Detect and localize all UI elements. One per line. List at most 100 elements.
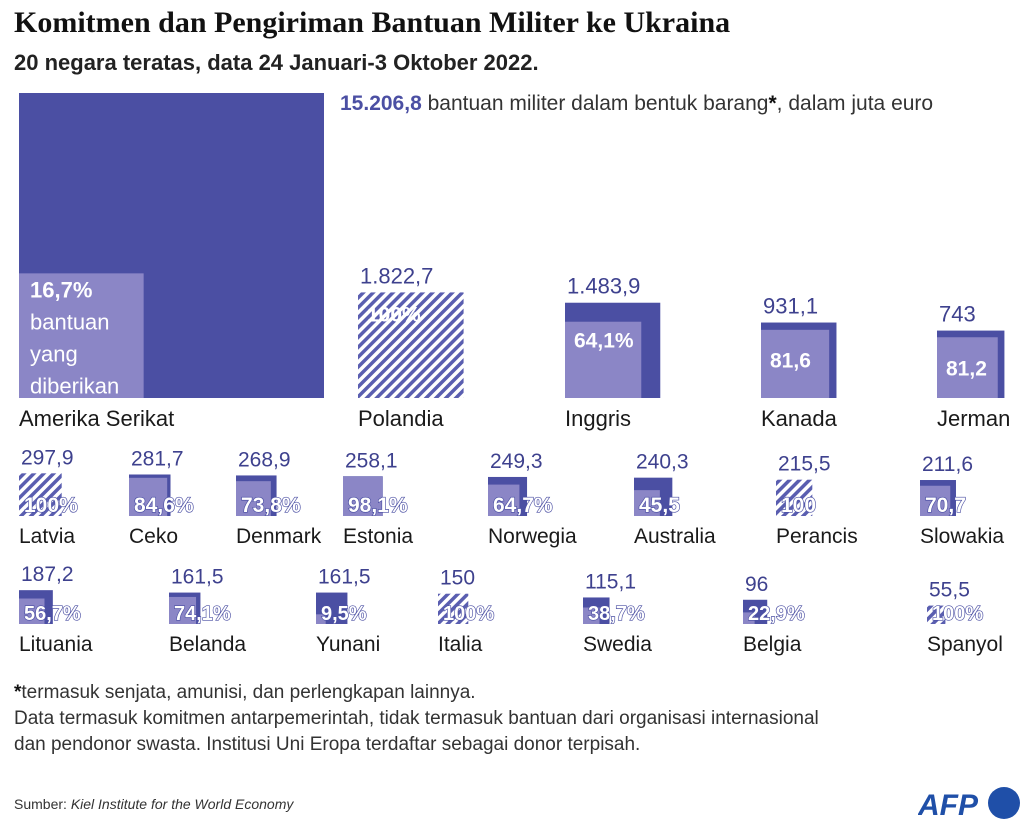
headline-text: bantuan militer dalam bentuk barang	[427, 92, 769, 115]
delivered-square	[743, 612, 755, 624]
country-yunani: 161,5 Yunani 9,5%	[316, 566, 380, 656]
country-name: Lituania	[19, 633, 93, 656]
delivered-pct-label: 84,6%	[134, 494, 194, 517]
country-belanda: 161,5 Belanda 74,1%	[169, 566, 246, 656]
country-name: Jerman	[937, 406, 1010, 431]
value-label: 96	[745, 573, 768, 596]
value-label: 211,6	[922, 453, 973, 476]
country-name: Latvia	[19, 525, 75, 548]
footnote-star: *	[14, 682, 22, 703]
delivered-pct-label: 64,1%	[574, 330, 634, 353]
value-label: 161,5	[171, 566, 224, 589]
delivered-square	[583, 607, 600, 624]
value-label: 268,9	[238, 448, 291, 471]
delivered-pct-label: 100	[781, 494, 816, 517]
country-inggris: 1.483,9 Inggris 64,1%	[565, 274, 661, 431]
delivered-note-word: yang	[30, 341, 78, 366]
country-italia: 150 Italia 100%	[438, 567, 495, 656]
country-lituania: 187,2 Lituania 56,7%	[19, 563, 93, 656]
value-label: 249,3	[490, 450, 543, 473]
delivered-square	[937, 337, 998, 398]
delivered-pct-label: 81,6	[770, 350, 811, 373]
country-spanyol: 55,5 Spanyol 100%	[927, 579, 1003, 656]
country-name: Estonia	[343, 525, 413, 548]
delivered-square	[565, 321, 642, 398]
delivered-pct-label: 98,1%	[348, 494, 408, 517]
delivered-pct-label: 73,8%	[241, 494, 301, 517]
delivered-pct-label: 74,1%	[174, 603, 231, 625]
value-label: 187,2	[21, 563, 74, 586]
country-latvia: 297,9 Latvia 100%	[19, 446, 79, 548]
afp-logo: AFP	[918, 787, 1020, 822]
delivered-pct-label: 81,2	[946, 358, 987, 381]
value-label: 1.822,7	[360, 263, 433, 288]
delivered-pct-label: 70,7	[925, 494, 966, 517]
aid-square-chart: Amerika Serikat 16,7% bantuan yang diberikan…	[19, 93, 1010, 656]
headline-star: *	[768, 92, 777, 115]
delivered-note-word: bantuan	[30, 309, 110, 334]
country-name: Kanada	[761, 406, 838, 431]
country-polandia: 1.822,7 Polandia 100%	[358, 263, 464, 431]
country-name: Italia	[438, 633, 483, 656]
delivered-square	[343, 476, 383, 516]
country-name: Belanda	[169, 633, 246, 656]
delivered-square	[634, 490, 660, 516]
value-label: 258,1	[345, 449, 398, 472]
delivered-pct-label: 64,7%	[493, 494, 553, 517]
country-name: Slowakia	[920, 525, 1004, 548]
committed-square	[927, 605, 946, 624]
value-label: 931,1	[763, 294, 818, 319]
chart-marks: Amerika Serikat 16,7% bantuan yang diberikan…	[19, 93, 1010, 656]
headline-total: 15.206,8 bantuan militer dalam bentuk ba…	[340, 92, 933, 116]
committed-square	[776, 479, 813, 516]
country-australia: 240,3 Australia 45,5	[634, 451, 716, 548]
footnote-line-3: dan pendonor swasta. Institusi Uni Eropa…	[14, 734, 641, 755]
source-label: Sumber:	[14, 796, 67, 812]
country-name: Norwegia	[488, 525, 577, 548]
value-label: 1.483,9	[567, 274, 640, 299]
source-credit: Sumber: Kiel Institute for the World Eco…	[14, 796, 293, 812]
committed-square	[438, 593, 469, 624]
source-name: Kiel Institute for the World Economy	[70, 796, 294, 812]
chart-title: Komitmen dan Pengiriman Bantuan Militer …	[14, 6, 731, 39]
value-label: 743	[939, 302, 976, 327]
delivered-pct-label: 38,7%	[588, 603, 645, 625]
headline-value: 15.206,8	[340, 92, 422, 115]
country-name: Perancis	[776, 525, 858, 548]
chart-subtitle: 20 negara teratas, data 24 Januari-3 Okt…	[14, 50, 539, 75]
delivered-pct-label: 100%	[367, 303, 421, 326]
delivered-square	[169, 596, 197, 624]
delivered-pct-label: 100%	[443, 603, 494, 625]
country-jerman: 743 Jerman 81,2	[937, 302, 1010, 431]
delivered-square	[761, 329, 830, 398]
value-label: 297,9	[21, 446, 74, 469]
value-label: 281,7	[131, 447, 184, 470]
country-perancis: 215,5 Perancis 100	[776, 453, 858, 548]
committed-square	[358, 292, 464, 398]
delivered-square	[488, 484, 520, 516]
country-norwegia: 249,3 Norwegia 64,7%	[488, 450, 577, 548]
delivered-pct-label: 45,5	[639, 494, 680, 517]
delivered-square	[316, 614, 326, 624]
country-slowakia: 211,6 Slowakia 70,7	[920, 453, 1004, 548]
footnote-line-1: *termasuk senjata, amunisi, dan perlengk…	[14, 680, 819, 706]
afp-logo-circle	[988, 787, 1020, 819]
country-name: Inggris	[565, 406, 631, 431]
footnote-line-2: Data termasuk komitmen antarpemerintah, …	[14, 708, 819, 729]
delivered-pct-label: 9,5%	[321, 603, 367, 625]
value-label: 161,5	[318, 566, 371, 589]
country-kanada: 931,1 Kanada 81,6	[761, 294, 838, 431]
delivered-square	[19, 598, 45, 624]
country-name: Belgia	[743, 633, 802, 656]
delivered-square	[129, 477, 168, 516]
delivered-pct-label: 100%	[24, 494, 78, 517]
value-label: 215,5	[778, 453, 831, 476]
footnotes: *termasuk senjata, amunisi, dan perlengk…	[14, 680, 819, 758]
country-name: Spanyol	[927, 633, 1003, 656]
delivered-pct-label: 16,7%	[30, 277, 92, 302]
delivered-square	[19, 273, 144, 398]
country-amerika-serikat: Amerika Serikat 16,7% bantuan yang diberikan	[19, 93, 324, 431]
country-name: Yunani	[316, 633, 380, 656]
country-name: Polandia	[358, 406, 444, 431]
country-name: Amerika Serikat	[19, 406, 174, 431]
